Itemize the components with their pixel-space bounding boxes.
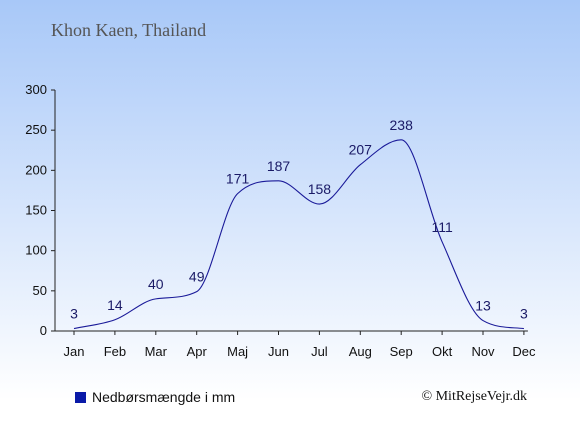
x-tick-label: Jun bbox=[268, 344, 289, 359]
y-tick-label: 300 bbox=[25, 82, 47, 97]
legend: Nedbørsmængde i mm bbox=[75, 389, 235, 405]
y-tick-label: 0 bbox=[40, 323, 47, 338]
data-label: 13 bbox=[475, 298, 491, 314]
data-label: 187 bbox=[267, 158, 291, 174]
legend-swatch bbox=[75, 391, 86, 403]
data-label: 207 bbox=[349, 142, 373, 158]
data-label: 171 bbox=[226, 171, 250, 187]
credit-text: © MitRejseVejr.dk bbox=[421, 389, 527, 404]
x-tick-label: Nov bbox=[471, 344, 495, 359]
y-tick-label: 250 bbox=[25, 122, 47, 137]
legend-label: Nedbørsmængde i mm bbox=[92, 389, 236, 405]
x-tick-label: Mar bbox=[145, 344, 168, 359]
x-tick-label: Okt bbox=[432, 344, 453, 359]
x-tick-label: Dec bbox=[512, 344, 536, 359]
chart-title: Khon Kaen, Thailand bbox=[51, 20, 207, 40]
x-tick-label: Jan bbox=[64, 344, 85, 359]
x-tick-label: Jul bbox=[311, 344, 328, 359]
y-tick-label: 150 bbox=[25, 203, 47, 218]
data-label: 238 bbox=[390, 117, 414, 133]
data-label: 49 bbox=[189, 269, 205, 285]
data-label: 3 bbox=[70, 306, 78, 322]
y-tick-label: 50 bbox=[33, 283, 47, 298]
data-label: 158 bbox=[308, 181, 332, 197]
x-tick-label: Maj bbox=[227, 344, 248, 359]
x-tick-label: Aug bbox=[349, 344, 372, 359]
series-line-nedboer bbox=[73, 139, 524, 330]
x-tick-label: Feb bbox=[104, 344, 126, 359]
x-tick-label: Sep bbox=[390, 344, 413, 359]
y-tick-label: 200 bbox=[25, 162, 47, 177]
data-label: 3 bbox=[520, 306, 528, 322]
data-label: 14 bbox=[107, 297, 123, 313]
data-label: 40 bbox=[148, 276, 164, 292]
y-tick-label: 100 bbox=[25, 243, 47, 258]
x-tick-label: Apr bbox=[187, 344, 208, 359]
data-label: 111 bbox=[431, 219, 452, 235]
